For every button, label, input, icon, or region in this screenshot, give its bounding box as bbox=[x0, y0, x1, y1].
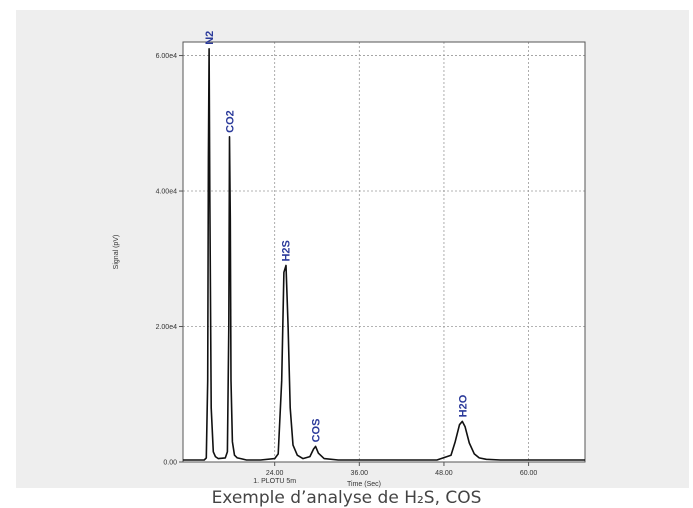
x-tick-label: 60.00 bbox=[520, 470, 538, 477]
y-tick-label: 4.00e4 bbox=[156, 189, 178, 196]
x-tick-label: 48.00 bbox=[435, 470, 453, 477]
y-tick-label: 0.00 bbox=[163, 460, 177, 467]
peak-label: N2 bbox=[204, 31, 216, 45]
x-tick-label: 24.00 bbox=[266, 470, 284, 477]
chart-panel: 24.00 36.00 48.00 60.00 0.00 2.00e4 4.00e4 6.00… bbox=[16, 10, 689, 488]
y-axis-label: Signal (pV) bbox=[113, 235, 120, 270]
series-line bbox=[183, 48, 585, 461]
plot-frame bbox=[182, 41, 586, 463]
y-tick-label: 2.00e4 bbox=[156, 324, 178, 331]
plot-area bbox=[183, 42, 585, 462]
x-axis-secondary-label: 1. PLOTU 5m bbox=[253, 478, 296, 485]
peak-label: CO2 bbox=[225, 110, 237, 133]
x-axis-label: Time (Sec) bbox=[347, 481, 381, 488]
y-tick-label: 6.00e4 bbox=[156, 53, 178, 60]
chromatogram-chart: 24.00 36.00 48.00 60.00 0.00 2.00e4 4.00e4 6.00… bbox=[113, 31, 586, 488]
x-tick-label: 36.00 bbox=[351, 470, 369, 477]
peak-label: H2O bbox=[457, 394, 469, 417]
figure-caption: Exemple d’analyse de H₂S, COS bbox=[211, 488, 482, 508]
peak-label: COS bbox=[311, 419, 323, 443]
peak-label: H2S bbox=[280, 240, 292, 261]
